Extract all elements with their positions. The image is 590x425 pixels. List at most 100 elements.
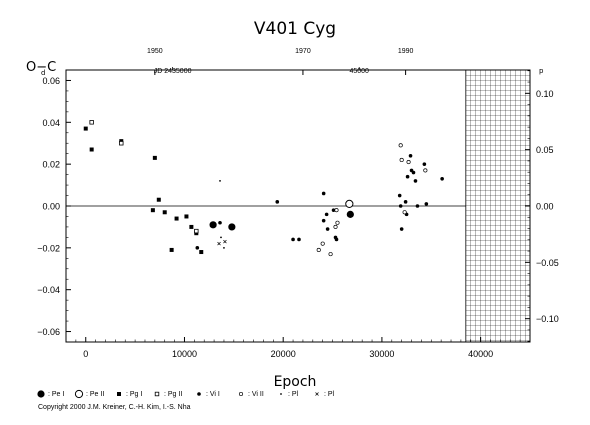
- data-point: [321, 218, 326, 223]
- data-point: [218, 220, 222, 225]
- data-point: [223, 246, 225, 249]
- data-point: [423, 168, 428, 173]
- data-point: [228, 223, 236, 231]
- y-tick-label: −0.06: [37, 327, 60, 337]
- legend-label: : Pe II: [86, 390, 105, 398]
- legend-marker: [238, 391, 244, 397]
- legend-item: : Pl: [312, 389, 334, 399]
- data-point: [399, 227, 404, 231]
- y-tick-label: −0.02: [37, 243, 60, 253]
- data-points: [83, 120, 444, 257]
- data-point: [219, 179, 221, 182]
- legend-label: : Vi I: [206, 390, 220, 398]
- data-point: [398, 204, 403, 208]
- data-point: [152, 155, 157, 160]
- y-tick-label: 0.04: [42, 118, 60, 128]
- data-point: [440, 177, 444, 181]
- legend-marker: [154, 391, 160, 397]
- legend-marker: [117, 392, 121, 396]
- data-point: [297, 237, 301, 242]
- y2-tick-label: 0.05: [536, 145, 554, 155]
- legend-marker-symbol: [197, 392, 201, 396]
- data-point: [415, 204, 420, 208]
- year-tick-label: 1950: [147, 48, 163, 55]
- data-point: [89, 147, 94, 152]
- data-point: [408, 153, 413, 158]
- y2-tick-label: −0.05: [536, 258, 559, 268]
- year-tick-label: 1990: [398, 48, 414, 55]
- legend-marker-symbol: [117, 392, 121, 396]
- legend-label: : Pl: [288, 390, 299, 398]
- data-point: [424, 202, 429, 206]
- legend-marker-symbol: [238, 391, 244, 397]
- data-point: [346, 210, 354, 218]
- data-point: [345, 199, 354, 209]
- data-point: [411, 170, 416, 175]
- data-point: [398, 143, 403, 148]
- y2-tick-label: −0.10: [536, 314, 559, 324]
- data-point: [422, 162, 427, 166]
- data-point: [403, 200, 408, 204]
- legend-marker: [280, 393, 282, 395]
- jd-label: 45000: [349, 68, 369, 75]
- legend-label: : Pg II: [164, 390, 183, 398]
- data-point: [331, 208, 336, 212]
- data-point: [333, 224, 338, 229]
- data-point: [397, 193, 402, 198]
- legend-marker: [197, 392, 201, 396]
- data-point: [195, 246, 200, 250]
- legend-marker-symbol: [37, 390, 45, 398]
- y-axis-label: O−C: [26, 60, 56, 75]
- data-point: [174, 216, 179, 221]
- legend-label: : Pg I: [126, 390, 143, 398]
- data-point: [328, 252, 333, 257]
- y-tick-label: 0.02: [42, 160, 60, 170]
- x-tick-label: 0: [83, 349, 88, 359]
- data-point: [150, 208, 155, 213]
- y2-tick-label: 0.00: [536, 202, 554, 212]
- data-point: [316, 247, 321, 252]
- data-point: [334, 237, 339, 242]
- legend-item: : Pg II: [152, 389, 182, 399]
- y2-tick-label: 0.10: [536, 89, 554, 99]
- legend-item: : Pg I: [114, 389, 142, 399]
- data-point: [223, 239, 227, 244]
- data-point: [83, 126, 88, 131]
- data-point: [321, 191, 326, 196]
- jd-label: JD 2435000: [154, 68, 192, 75]
- data-point: [399, 157, 404, 163]
- chart-title: V401 Cyg: [254, 19, 336, 39]
- data-point: [162, 210, 167, 215]
- y-tick-label: 0.06: [42, 76, 60, 86]
- legend-item: : Vi II: [236, 389, 264, 399]
- data-point: [209, 221, 217, 229]
- legend-marker-symbol: [154, 391, 160, 397]
- data-point: [156, 197, 161, 202]
- legend-item: : Pl: [276, 389, 298, 399]
- data-point: [406, 160, 411, 165]
- data-point: [199, 250, 204, 255]
- legend-item: : Pe I: [36, 389, 64, 399]
- data-point: [324, 212, 329, 217]
- y-axis-unit: d: [41, 69, 45, 77]
- data-point: [184, 214, 189, 219]
- legend-item: : Pe II: [74, 389, 104, 399]
- legend-marker: [37, 390, 45, 398]
- legend-marker: [315, 392, 319, 396]
- x-axis-label: Epoch: [274, 374, 317, 390]
- x-tick-label: 10000: [172, 349, 197, 359]
- axes-group: 0 10000 20000 30000 40000 −0.06 −0.04 −0.02 0.00…: [37, 48, 559, 359]
- y2-axis-unit: p: [539, 67, 544, 75]
- data-point: [402, 210, 407, 215]
- data-point: [320, 241, 325, 246]
- data-point: [291, 237, 295, 242]
- data-point: [405, 174, 410, 179]
- data-point: [194, 228, 199, 234]
- legend-label: : Pl: [324, 390, 335, 398]
- data-point: [334, 208, 339, 213]
- hatched-region: [465, 69, 531, 343]
- data-point: [189, 224, 194, 229]
- x-tick-label: 20000: [271, 349, 296, 359]
- data-point: [220, 236, 222, 239]
